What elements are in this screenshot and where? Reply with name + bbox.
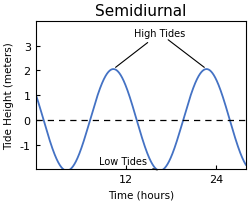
Y-axis label: Tide Height (meters): Tide Height (meters)	[4, 42, 14, 149]
Title: Semidiurnal: Semidiurnal	[95, 4, 186, 19]
Text: Low Tides: Low Tides	[100, 156, 157, 170]
Text: High Tides: High Tides	[116, 29, 186, 68]
X-axis label: Time (hours): Time (hours)	[108, 190, 174, 200]
